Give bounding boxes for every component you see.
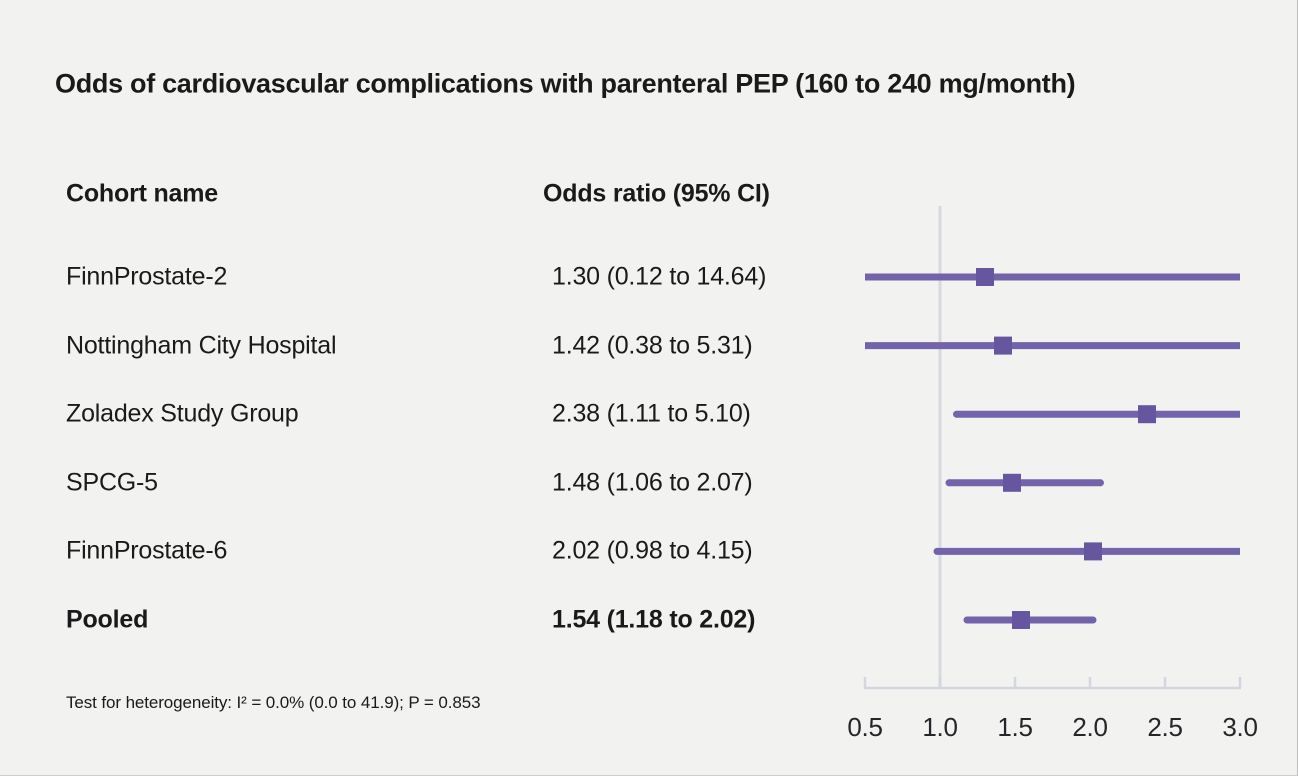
pooled-odds-ratio-value: 1.54 (1.18 to 2.02)	[552, 605, 756, 634]
pooled-row-label: Pooled	[66, 605, 149, 634]
cohort-name: SPCG-5	[66, 468, 158, 497]
ci-cap-left	[933, 547, 941, 555]
odds-ratio-value: 1.48 (1.06 to 2.07)	[552, 468, 753, 497]
cohort-name: Zoladex Study Group	[66, 399, 299, 428]
odds-ratio-column-header: Odds ratio (95% CI)	[543, 179, 770, 208]
pooled-estimate-marker	[1012, 611, 1030, 629]
ci-cap-right	[1089, 616, 1097, 624]
ci-cap-left	[963, 616, 971, 624]
x-tick-label: 2.5	[1147, 712, 1182, 742]
odds-ratio-value: 2.02 (0.98 to 4.15)	[552, 536, 753, 565]
cohort-column-header: Cohort name	[66, 179, 218, 208]
estimate-marker	[1138, 405, 1156, 424]
cohort-name: FinnProstate-6	[66, 536, 228, 565]
heterogeneity-footnote: Test for heterogeneity: I² = 0.0% (0.0 t…	[66, 693, 481, 712]
odds-ratio-value: 1.42 (0.38 to 5.31)	[552, 331, 753, 360]
estimate-marker	[1084, 542, 1102, 561]
x-tick-label: 1.0	[922, 712, 957, 742]
x-tick-label: 1.5	[997, 712, 1032, 742]
ci-cap-left	[953, 410, 960, 418]
odds-ratio-value: 1.30 (0.12 to 14.64)	[552, 262, 767, 291]
x-tick-label: 0.5	[847, 712, 882, 742]
estimate-marker	[994, 336, 1012, 355]
cohort-name: Nottingham City Hospital	[66, 331, 337, 360]
x-tick-label: 3.0	[1222, 712, 1257, 742]
estimate-marker	[1003, 473, 1021, 492]
ci-cap-left	[945, 479, 953, 487]
estimate-marker	[976, 268, 994, 286]
odds-ratio-value: 2.38 (1.11 to 5.10)	[552, 399, 751, 428]
cohort-name: FinnProstate-2	[66, 262, 228, 291]
x-tick-label: 2.0	[1072, 712, 1107, 742]
ci-cap-right	[1097, 479, 1104, 487]
chart-title: Odds of cardiovascular complications wit…	[55, 68, 1076, 99]
